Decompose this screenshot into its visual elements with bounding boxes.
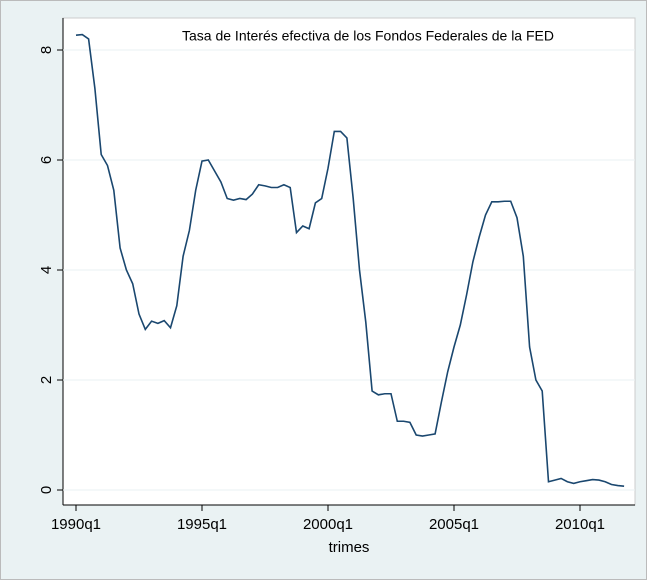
x-tick-label: 2005q1 bbox=[429, 516, 479, 533]
chart-title: Tasa de Interés efectiva de los Fondos F… bbox=[182, 28, 554, 44]
y-tick-label: 0 bbox=[38, 486, 55, 494]
x-tick-label: 2010q1 bbox=[555, 516, 605, 533]
y-tick-label: 4 bbox=[38, 266, 55, 274]
y-tick-label: 8 bbox=[38, 46, 55, 54]
x-tick-label: 1990q1 bbox=[51, 516, 101, 533]
x-tick-label: 2000q1 bbox=[303, 516, 353, 533]
data-line bbox=[75, 33, 625, 487]
x-tick-label: 1995q1 bbox=[177, 516, 227, 533]
y-tick-label: 6 bbox=[38, 156, 55, 164]
y-tick-label: 2 bbox=[38, 376, 55, 384]
x-axis-label: trimes bbox=[329, 539, 370, 556]
plot-area bbox=[62, 17, 636, 506]
